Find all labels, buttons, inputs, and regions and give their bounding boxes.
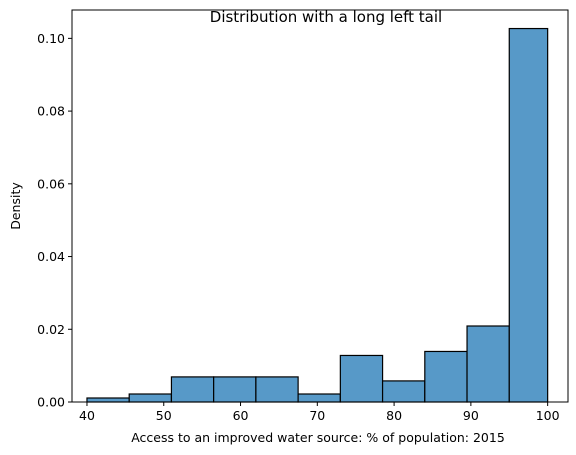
y-tick-label-1: 0.02 (37, 322, 65, 337)
y-ticks-group: 0.00 0.02 0.04 0.06 0.08 0.10 (37, 31, 72, 410)
histogram-bar-4 (255, 376, 299, 403)
x-tick-label-3: 70 (309, 408, 325, 423)
y-axis-title: Density (8, 182, 23, 230)
histogram-bar-3 (213, 376, 257, 403)
x-axis-title: Access to an improved water source: % of… (131, 430, 505, 445)
histogram-bar-0 (86, 397, 130, 403)
x-ticks-group: 40 50 60 70 80 90 100 (79, 402, 560, 423)
chart-title: Distribution with a long left tail (210, 8, 442, 26)
histogram-bar-1 (128, 393, 173, 403)
plot-frame (71, 9, 569, 403)
histogram-bar-8 (424, 350, 468, 403)
y-tick-label-5: 0.10 (37, 31, 65, 46)
histogram-bar-9 (466, 325, 510, 403)
axes-group (71, 9, 569, 403)
histogram-bar-10 (508, 27, 549, 403)
bars-group (86, 27, 549, 403)
histogram-bar-5 (297, 393, 341, 403)
y-tick-label-2: 0.04 (37, 249, 65, 264)
x-tick-label-5: 90 (463, 408, 479, 423)
y-tick-label-0: 0.00 (37, 395, 65, 410)
x-tick-label-0: 40 (79, 408, 95, 423)
x-tick-label-6: 100 (536, 408, 560, 423)
x-tick-label-1: 50 (156, 408, 172, 423)
y-tick-label-4: 0.08 (37, 104, 65, 119)
histogram-bar-2 (170, 376, 215, 403)
histogram-bar-6 (339, 354, 384, 403)
histogram-bar-7 (381, 380, 426, 403)
y-tick-label-3: 0.06 (37, 176, 65, 191)
x-tick-label-4: 80 (386, 408, 402, 423)
x-tick-label-2: 60 (233, 408, 249, 423)
